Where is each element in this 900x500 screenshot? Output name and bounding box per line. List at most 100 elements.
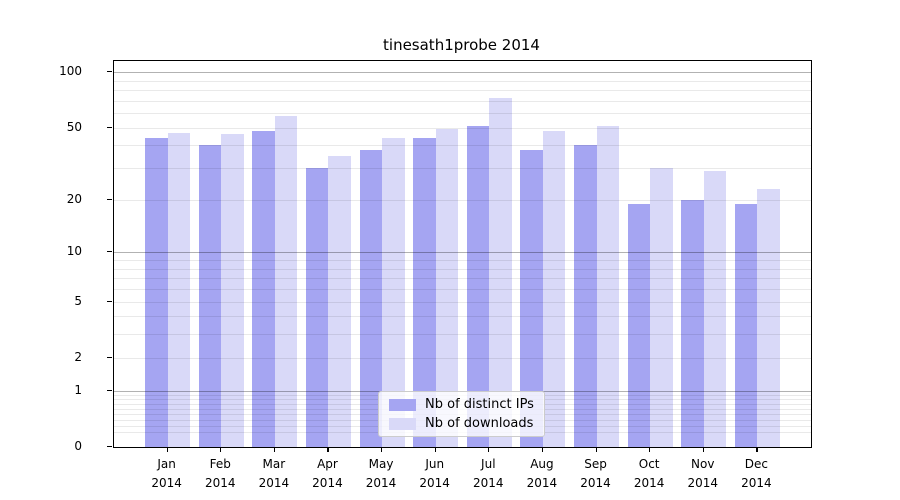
year-label: 2014 bbox=[365, 476, 397, 490]
legend-swatch-downloads bbox=[389, 417, 416, 430]
year-label: 2014 bbox=[687, 476, 719, 490]
y-tick-label: 2 bbox=[74, 349, 82, 364]
x-tick-mark bbox=[434, 447, 436, 452]
month-label: Jun bbox=[425, 457, 445, 471]
x-tick-label-jun: Jun 2014 bbox=[405, 455, 465, 493]
y-tick-label: 1 bbox=[74, 382, 82, 397]
y-tick-label: 0 bbox=[74, 439, 82, 453]
legend-label-downloads: Nb of downloads bbox=[425, 416, 534, 431]
bar-distinct-ips-aug bbox=[520, 149, 543, 447]
minor-gridline bbox=[114, 145, 811, 147]
month-label: Nov bbox=[691, 457, 715, 471]
bar-distinct-ips-feb bbox=[198, 145, 222, 447]
year-label: 2014 bbox=[312, 476, 343, 490]
bar-downloads-aug bbox=[542, 130, 566, 447]
month-label: Mar bbox=[262, 457, 286, 471]
y-tick-mark bbox=[107, 198, 112, 200]
bar-distinct-ips-dec bbox=[734, 203, 758, 447]
y-tick-label: 5 bbox=[74, 293, 82, 308]
month-label: Aug bbox=[530, 457, 554, 471]
x-tick-mark bbox=[381, 447, 383, 452]
bar-downloads-sep bbox=[596, 126, 620, 447]
x-tick-mark bbox=[595, 447, 597, 452]
x-tick-mark bbox=[327, 447, 329, 452]
month-label: Feb bbox=[209, 457, 231, 471]
x-tick-mark bbox=[541, 447, 544, 452]
x-tick-label-dec: Dec 2014 bbox=[726, 455, 786, 493]
x-tick-mark bbox=[649, 447, 651, 452]
month-label: Sep bbox=[584, 457, 607, 471]
major-gridline bbox=[114, 72, 811, 74]
x-tick-label-aug: Aug 2014 bbox=[512, 455, 572, 493]
bar-distinct-ips-mar bbox=[252, 130, 275, 447]
bar-downloads-may bbox=[382, 137, 405, 447]
x-tick-mark bbox=[220, 447, 222, 452]
minor-gridline bbox=[114, 268, 811, 270]
bar-downloads-mar bbox=[274, 115, 298, 447]
year-label: 2014 bbox=[526, 476, 558, 490]
bar-distinct-ips-oct bbox=[627, 203, 651, 447]
x-tick-mark bbox=[273, 447, 276, 452]
x-tick-label-may: May 2014 bbox=[351, 455, 411, 493]
month-label: Oct bbox=[638, 457, 660, 471]
x-tick-label-sep: Sep 2014 bbox=[566, 455, 626, 493]
x-tick-mark bbox=[488, 447, 490, 452]
minor-gridline bbox=[114, 80, 811, 82]
major-gridline bbox=[114, 252, 811, 254]
minor-gridline bbox=[114, 357, 811, 359]
month-label: Jan bbox=[157, 457, 176, 471]
year-label: 2014 bbox=[741, 476, 772, 490]
month-label: Dec bbox=[744, 457, 768, 471]
bar-distinct-ips-jan bbox=[145, 137, 168, 447]
bar-downloads-jun bbox=[435, 129, 459, 447]
x-tick-mark bbox=[702, 447, 704, 452]
minor-gridline bbox=[114, 301, 811, 303]
minor-gridline bbox=[114, 260, 811, 262]
y-tick-mark bbox=[107, 356, 112, 358]
year-label: 2014 bbox=[204, 476, 236, 490]
bar-downloads-feb bbox=[221, 134, 244, 447]
minor-gridline bbox=[114, 316, 811, 318]
legend: Nb of distinct IPs Nb of downloads bbox=[378, 391, 545, 437]
month-label: Jul bbox=[481, 457, 496, 471]
legend-label-distinct-ips: Nb of distinct IPs bbox=[425, 397, 534, 412]
year-label: 2014 bbox=[633, 476, 665, 490]
x-tick-label-mar: Mar 2014 bbox=[244, 455, 304, 493]
y-tick-mark bbox=[107, 126, 112, 128]
bar-downloads-apr bbox=[328, 156, 351, 447]
minor-gridline bbox=[114, 278, 811, 280]
legend-swatch-distinct-ips bbox=[389, 398, 416, 411]
minor-gridline bbox=[114, 334, 811, 336]
minor-gridline bbox=[114, 90, 811, 92]
legend-entry-downloads: Nb of downloads bbox=[379, 416, 544, 431]
year-label: 2014 bbox=[151, 476, 182, 490]
bar-downloads-dec bbox=[757, 188, 780, 447]
bar-distinct-ips-sep bbox=[574, 145, 597, 447]
y-tick-mark bbox=[107, 251, 112, 253]
x-tick-label-jul: Jul 2014 bbox=[458, 455, 518, 493]
minor-gridline bbox=[114, 288, 811, 290]
y-tick-mark bbox=[107, 389, 112, 391]
y-tick-label: 20 bbox=[66, 191, 82, 206]
year-label: 2014 bbox=[419, 476, 450, 490]
y-tick-mark bbox=[107, 446, 112, 448]
x-tick-label-apr: Apr 2014 bbox=[297, 455, 357, 493]
year-label: 2014 bbox=[473, 476, 504, 490]
minor-gridline bbox=[114, 113, 811, 115]
y-tick-label: 50 bbox=[66, 119, 82, 134]
bar-downloads-oct bbox=[650, 168, 673, 447]
month-label: May bbox=[368, 457, 394, 471]
bar-distinct-ips-apr bbox=[305, 168, 329, 447]
x-tick-label-oct: Oct 2014 bbox=[619, 455, 679, 493]
minor-gridline bbox=[114, 100, 811, 102]
y-tick-mark bbox=[107, 71, 112, 73]
x-tick-mark bbox=[756, 447, 758, 452]
legend-entry-distinct-ips: Nb of distinct IPs bbox=[379, 397, 544, 412]
x-tick-label-nov: Nov 2014 bbox=[673, 455, 733, 493]
minor-gridline bbox=[114, 199, 811, 201]
y-tick-label: 10 bbox=[66, 244, 82, 259]
minor-gridline bbox=[114, 127, 811, 129]
x-tick-mark bbox=[166, 447, 168, 452]
month-label: Apr bbox=[317, 457, 338, 471]
